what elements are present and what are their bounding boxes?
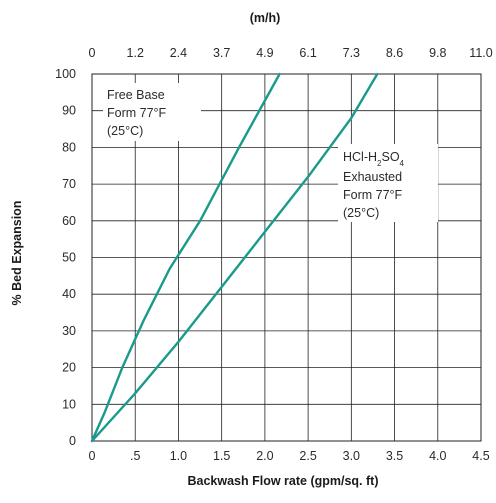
annotation-exhausted-line-4: (25°C) bbox=[343, 206, 379, 220]
annotation-exhausted-line-3: Form 77°F bbox=[343, 188, 403, 202]
annotation-free-base-line-1: Free Base bbox=[107, 88, 165, 102]
annotation-free-base-line-2: Form 77°F bbox=[107, 106, 167, 120]
top-tick-label: 9.8 bbox=[429, 46, 446, 60]
annotation-exhausted-line-1: HCl-H2SO4 bbox=[343, 150, 405, 168]
y-tick-label: 0 bbox=[69, 434, 76, 448]
top-tick-label: 6.1 bbox=[299, 46, 316, 60]
y-tick-label: 20 bbox=[62, 361, 76, 375]
y-tick-label: 60 bbox=[62, 214, 76, 228]
y-tick-label: 80 bbox=[62, 140, 76, 154]
y-tick-label: 40 bbox=[62, 287, 76, 301]
x-tick-label: 2.5 bbox=[299, 449, 316, 463]
y-tick-label: 100 bbox=[55, 67, 76, 81]
top-tick-label: 3.7 bbox=[213, 46, 230, 60]
y-axis-ticks: 0 10 20 30 40 50 60 70 80 90 100 bbox=[55, 67, 76, 448]
y-tick-label: 90 bbox=[62, 104, 76, 118]
y-tick-label: 50 bbox=[62, 251, 76, 265]
y-tick-label: 70 bbox=[62, 177, 76, 191]
series-line-free-base bbox=[90, 72, 281, 443]
x-axis-title: Backwash Flow rate (gpm/sq. ft) bbox=[187, 474, 378, 488]
x-tick-label: 1.5 bbox=[213, 449, 230, 463]
series-line-exhausted bbox=[90, 72, 379, 443]
y-tick-label: 30 bbox=[62, 324, 76, 338]
top-tick-label: 0 bbox=[89, 46, 96, 60]
x-tick-label: 4.5 bbox=[472, 449, 489, 463]
annotation-exhausted-line-2: Exhausted bbox=[343, 170, 402, 184]
x-tick-label: 2.0 bbox=[256, 449, 273, 463]
annotation-free-base-line-3: (25°C) bbox=[107, 124, 143, 138]
x-tick-label: 4.0 bbox=[429, 449, 446, 463]
plot-frame bbox=[91, 73, 482, 442]
x-axis-ticks: 0 .5 1.0 1.5 2.0 2.5 3.0 3.5 4.0 4.5 bbox=[89, 449, 490, 463]
top-tick-label: 2.4 bbox=[170, 46, 187, 60]
x-tick-label: 3.0 bbox=[343, 449, 360, 463]
x-tick-label: 0 bbox=[89, 449, 96, 463]
x-tick-label: 1.0 bbox=[170, 449, 187, 463]
y-axis-title: % Bed Expansion bbox=[10, 201, 24, 306]
top-tick-label: 8.6 bbox=[386, 46, 403, 60]
top-tick-label: 7.3 bbox=[343, 46, 360, 60]
top-tick-label: 11.0 bbox=[469, 46, 492, 60]
y-tick-label: 10 bbox=[62, 397, 76, 411]
top-axis-title: (m/h) bbox=[250, 11, 281, 25]
top-tick-label: 4.9 bbox=[256, 46, 273, 60]
top-tick-label: 1.2 bbox=[127, 46, 144, 60]
top-axis-ticks: 0 1.2 2.4 3.7 4.9 6.1 7.3 8.6 9.8 11.0 bbox=[89, 46, 493, 60]
annotation-exhausted: HCl-H2SO4 Exhausted Form 77°F (25°C) bbox=[338, 144, 438, 222]
annotation-free-base: Free Base Form 77°F (25°C) bbox=[103, 83, 201, 141]
series bbox=[90, 72, 379, 443]
x-tick-label: 3.5 bbox=[386, 449, 403, 463]
x-tick-label: .5 bbox=[130, 449, 140, 463]
